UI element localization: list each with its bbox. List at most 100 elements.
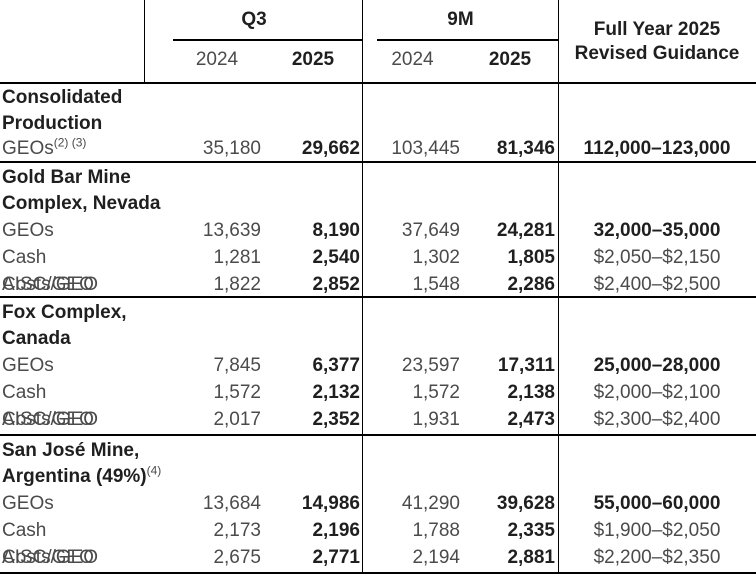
row-label: AISC/GEO [2, 409, 94, 430]
header-full-year-line1: Full Year 2025 [593, 18, 721, 40]
cell-q3-2025: 2,352 [312, 409, 360, 430]
row-label: GEOs [2, 355, 54, 376]
cell-9m-2025: 2,286 [507, 274, 555, 295]
header-9m: 9M [447, 9, 474, 30]
cell-q3-2024: 1,822 [213, 274, 261, 295]
cell-9m-2024: 103,445 [391, 138, 460, 159]
table-header: Q3 9M Full Year 2025 Revised Guidance 20… [0, 0, 756, 83]
cell-guidance: 32,000–35,000 [593, 220, 721, 241]
horizontal-divider-header [0, 82, 756, 84]
header-year-9m-2024: 2024 [391, 49, 434, 70]
section-title-line: Fox Complex, [2, 302, 127, 323]
cell-q3-2024: 7,845 [213, 355, 261, 376]
table-row: AISC/GEO 1,822 2,852 1,548 2,286 $2,400–… [0, 271, 756, 298]
cell-9m-2024: 23,597 [401, 355, 460, 376]
cell-q3-2025: 14,986 [301, 493, 360, 514]
cell-q3-2024: 2,675 [213, 547, 261, 568]
cell-q3-2024: 13,639 [202, 220, 261, 241]
cell-q3-2025: 29,662 [301, 138, 360, 159]
cell-9m-2025: 1,805 [507, 247, 555, 268]
header-underline-9m [377, 39, 558, 41]
vertical-divider-label [144, 0, 145, 84]
cell-guidance: $2,300–$2,400 [593, 409, 721, 430]
section-title-line: Complex, Nevada [2, 193, 161, 214]
table-row: GEOs 13,684 14,986 41,290 39,628 55,000–… [0, 490, 756, 517]
cell-9m-2025: 39,628 [496, 493, 555, 514]
cell-9m-2025: 2,473 [507, 409, 555, 430]
header-full-year-guidance: Full Year 2025 Revised Guidance [558, 0, 756, 83]
cell-9m-2025: 17,311 [497, 355, 555, 376]
cell-9m-2024: 1,302 [412, 247, 460, 268]
cell-guidance: $1,900–$2,050 [593, 520, 721, 541]
header-year-q3-2024: 2024 [195, 49, 239, 70]
table-row: GEOs 13,639 8,190 37,649 24,281 32,000–3… [0, 217, 756, 244]
cell-q3-2024: 1,281 [213, 247, 261, 268]
horizontal-divider-section1 [0, 161, 756, 163]
cell-q3-2024: 2,017 [213, 409, 261, 430]
table-row: GEOs 7,845 6,377 23,597 17,311 25,000–28… [0, 352, 756, 379]
cell-q3-2025: 2,540 [312, 247, 360, 268]
cell-q3-2024: 35,180 [202, 138, 261, 159]
cell-q3-2025: 2,132 [312, 382, 360, 403]
row-label-text: GEOs [2, 138, 54, 159]
cell-9m-2024: 1,548 [412, 274, 460, 295]
row-label: AISC/GEO [2, 274, 94, 295]
row-label: Cash Costs/GEO [2, 247, 99, 295]
cell-9m-2025: 81,346 [496, 138, 555, 159]
cell-9m-2025: 2,335 [507, 520, 555, 541]
table-row: AISC/GEO 2,675 2,771 2,194 2,881 $2,200–… [0, 544, 756, 571]
cell-9m-2024: 37,649 [401, 220, 460, 241]
section-title-line: Canada [2, 328, 71, 349]
section-title-line: Argentina (49%)(4) [0, 464, 756, 490]
header-year-q3-2025: 2025 [291, 49, 335, 70]
horizontal-divider-bottom [0, 572, 756, 574]
section-san-jose-mine: San José Mine, Argentina (49%)(4) GEOs 1… [0, 438, 756, 571]
section-title-line: San José Mine, [2, 440, 140, 461]
footnote-marker: (2) (3) [53, 135, 87, 150]
section-title-line: Consolidated [2, 87, 123, 108]
vertical-divider-9m-guidance [558, 0, 559, 574]
row-label: Cash Costs/GEO [2, 520, 99, 568]
header-q3: Q3 [241, 9, 267, 30]
cell-q3-2025: 6,377 [312, 355, 360, 376]
cell-q3-2025: 2,196 [312, 520, 360, 541]
table-row: Cash Costs/GEO 1,572 2,132 1,572 2,138 $… [0, 379, 756, 430]
row-label: GEOs [2, 220, 54, 241]
cell-guidance: 25,000–28,000 [593, 355, 721, 376]
table-row: AISC/GEO 2,017 2,352 1,931 2,473 $2,300–… [0, 406, 756, 433]
cell-9m-2025: 24,281 [496, 220, 555, 241]
section-consolidated-production: Consolidated Production GEOs(2) (3) 35,1… [0, 85, 756, 161]
horizontal-divider-section3 [0, 434, 756, 436]
cell-guidance: $2,050–$2,150 [593, 247, 721, 268]
cell-q3-2025: 2,771 [312, 547, 360, 568]
cell-guidance: 55,000–60,000 [593, 493, 721, 514]
cell-9m-2024: 2,194 [412, 547, 460, 568]
header-year-9m-2025: 2025 [488, 49, 532, 70]
section-title-line: Production [2, 113, 103, 134]
cell-guidance: $2,000–$2,100 [593, 382, 721, 403]
horizontal-divider-section2 [0, 296, 756, 298]
row-label: AISC/GEO [2, 547, 94, 568]
cell-q3-2024: 2,173 [213, 520, 261, 541]
cell-9m-2024: 1,788 [412, 520, 460, 541]
header-underline-q3 [173, 39, 362, 41]
row-label: GEOs [2, 493, 54, 514]
section-fox-complex: Fox Complex, Canada GEOs 7,845 6,377 23,… [0, 300, 756, 433]
footnote-marker: (4) [146, 463, 162, 478]
section-gold-bar-mine: Gold Bar Mine Complex, Nevada GEOs 13,63… [0, 165, 756, 298]
row-label: Cash Costs/GEO [2, 382, 99, 430]
table-row: Cash Costs/GEO 1,281 2,540 1,302 1,805 $… [0, 244, 756, 295]
section-title-text: Argentina (49%) [2, 466, 147, 487]
cell-guidance: $2,400–$2,500 [593, 274, 721, 295]
vertical-divider-q3-9m [362, 0, 363, 574]
cell-9m-2025: 2,138 [507, 382, 555, 403]
cell-q3-2024: 13,684 [202, 493, 261, 514]
table-row: GEOs(2) (3) 35,180 29,662 103,445 81,346… [0, 137, 756, 161]
cell-9m-2024: 41,290 [401, 493, 460, 514]
cell-guidance: 112,000–123,000 [583, 138, 731, 159]
cell-9m-2025: 2,881 [507, 547, 555, 568]
row-label: GEOs(2) (3) [0, 137, 145, 161]
cell-q3-2025: 8,190 [312, 220, 360, 241]
cell-q3-2025: 2,852 [312, 274, 360, 295]
